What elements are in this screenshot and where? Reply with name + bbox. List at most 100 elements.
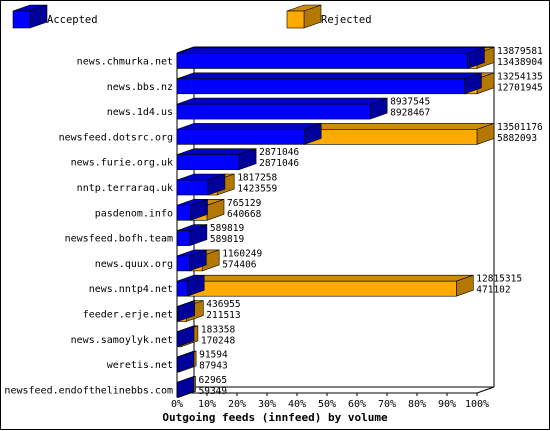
bar-news-samoylyk-net bbox=[176, 325, 199, 348]
value-accepted-news-samoylyk-net: 170248 bbox=[201, 335, 236, 346]
category-label-news-1d4-us: news.1d4.us bbox=[107, 107, 173, 118]
bar-news-1d4-us-accepted-top bbox=[176, 97, 388, 105]
x-ticks: 0% 10% 20% 30% 40% 50% 60% 70% 80% 90% 100% bbox=[171, 393, 489, 410]
bar-news-nntp4-net-rejected-front bbox=[186, 280, 457, 297]
y-axis-top-depth bbox=[176, 46, 195, 54]
category-labels: news.chmurka.net news.bbs.nz news.1d4.us ne… bbox=[4, 57, 173, 397]
bar-news-samoylyk-net-accepted bbox=[176, 325, 195, 348]
bar-news-quux-org-accepted bbox=[176, 249, 207, 272]
value-offered-nntp-terraraq-uk: 1817258 bbox=[237, 173, 277, 184]
bar-newsfeed-dotsrc-org bbox=[176, 122, 495, 145]
legend-swatch-accepted-front bbox=[12, 10, 31, 29]
value-labels: 1387958113438904132541351270194589375458… bbox=[199, 46, 544, 397]
bar-news-chmurka-net-accepted-front bbox=[176, 53, 468, 69]
value-offered-news-furie-org-uk: 2871046 bbox=[259, 147, 299, 158]
value-offered-newsfeed-bofh-team: 589819 bbox=[210, 223, 245, 234]
bar-news-bbs-nz bbox=[176, 72, 495, 95]
bar-news-quux-org-accepted-front bbox=[176, 255, 190, 272]
category-label-newsfeed-dotsrc-org: newsfeed.dotsrc.org bbox=[59, 132, 173, 143]
bar-news-quux-org bbox=[176, 249, 220, 272]
bar-weretis-net-accepted-side bbox=[176, 350, 195, 373]
bar-news-chmurka-net bbox=[176, 47, 495, 69]
x-tick-label-5: 50% bbox=[318, 399, 336, 410]
category-label-news-chmurka-net: news.chmurka.net bbox=[77, 57, 173, 68]
x-tick-label-1: 10% bbox=[198, 399, 216, 410]
value-accepted-news-chmurka-net: 13438904 bbox=[497, 57, 543, 68]
bar-weretis-net-accepted bbox=[176, 350, 195, 373]
bar-news-nntp4-net-rejected-top bbox=[187, 274, 474, 282]
bar-pasdenom-info-accepted bbox=[176, 198, 208, 221]
x-tick-label-0: 0% bbox=[171, 399, 183, 410]
x-tick-label-3: 30% bbox=[258, 399, 276, 410]
value-offered-news-nntp4-net: 12815315 bbox=[476, 274, 522, 285]
x-tick-label-9: 90% bbox=[438, 399, 456, 410]
value-accepted-news-bbs-nz: 12701945 bbox=[497, 82, 543, 93]
value-accepted-weretis-net: 87943 bbox=[199, 361, 228, 372]
bar-newsfeed-endofthelinebbs-com-accepted-side bbox=[176, 375, 195, 398]
value-accepted-feeder-erje-net: 211513 bbox=[206, 310, 240, 321]
bar-news-bbs-nz-accepted-front bbox=[176, 78, 465, 95]
category-label-newsfeed-bofh-team: newsfeed.bofh.team bbox=[65, 234, 173, 245]
bar-news-1d4-us bbox=[176, 97, 388, 120]
category-label-feeder-erje-net: feeder.erje.net bbox=[83, 310, 173, 321]
legend-swatch-rejected-front bbox=[286, 10, 305, 29]
x-tick-label-4: 40% bbox=[288, 399, 306, 410]
value-accepted-news-1d4-us: 8928467 bbox=[390, 108, 430, 119]
value-accepted-news-quux-org: 574406 bbox=[222, 259, 257, 270]
value-offered-news-chmurka-net: 13879581 bbox=[497, 46, 543, 57]
category-label-news-nntp4-net: news.nntp4.net bbox=[89, 284, 173, 295]
bar-news-chmurka-net-accepted bbox=[176, 47, 485, 69]
bar-pasdenom-info bbox=[176, 198, 225, 221]
bar-feeder-erje-net-accepted-front bbox=[176, 306, 178, 322]
value-offered-feeder-erje-net: 436955 bbox=[206, 299, 240, 310]
bar-news-nntp4-net-rejected bbox=[186, 274, 474, 297]
x-tick-label-8: 80% bbox=[408, 399, 426, 410]
bar-newsfeed-endofthelinebbs-com-accepted bbox=[176, 375, 195, 398]
category-label-news-furie-org-uk: news.furie.org.uk bbox=[71, 158, 173, 169]
value-accepted-news-furie-org-uk: 2871046 bbox=[259, 158, 299, 169]
value-offered-newsfeed-endofthelinebbs-com: 62965 bbox=[199, 375, 228, 386]
bar-nntp-terraraq-uk bbox=[176, 173, 235, 196]
bar-newsfeed-dotsrc-org-rejected-top bbox=[304, 123, 495, 130]
legend-label-rejected: Rejected bbox=[321, 14, 372, 26]
bar-news-nntp4-net-accepted bbox=[176, 274, 205, 297]
bar-nntp-terraraq-uk-accepted bbox=[176, 173, 226, 196]
bar-news-chmurka-net-accepted-top bbox=[176, 47, 485, 54]
value-offered-news-bbs-nz: 13254135 bbox=[497, 71, 543, 82]
bar-news-bbs-nz-accepted bbox=[176, 72, 482, 95]
category-label-news-quux-org: news.quux.org bbox=[95, 259, 173, 270]
legend-label-accepted: Accepted bbox=[47, 14, 98, 26]
bar-news-samoylyk-net-accepted-side bbox=[176, 325, 195, 348]
category-label-weretis-net: weretis.net bbox=[107, 360, 173, 371]
x-tick-label-6: 60% bbox=[348, 399, 366, 410]
x-tick-label-7: 70% bbox=[378, 399, 396, 410]
category-label-news-bbs-nz: news.bbs.nz bbox=[107, 82, 173, 93]
value-offered-news-quux-org: 1160249 bbox=[222, 248, 262, 259]
x-tick-label-2: 20% bbox=[228, 399, 246, 410]
value-accepted-news-nntp4-net: 471102 bbox=[476, 285, 510, 296]
legend-swatch-rejected bbox=[286, 4, 322, 29]
bar-newsfeed-dotsrc-org-rejected bbox=[303, 122, 495, 145]
category-label-news-samoylyk-net: news.samoylyk.net bbox=[71, 335, 173, 346]
bar-news-furie-org-uk-accepted-front bbox=[176, 154, 240, 170]
bar-news-1d4-us-accepted bbox=[176, 97, 388, 120]
legend: Accepted Rejected bbox=[12, 4, 372, 29]
value-offered-weretis-net: 91594 bbox=[199, 350, 228, 361]
value-accepted-newsfeed-endofthelinebbs-com: 59349 bbox=[199, 386, 228, 397]
bar-news-nntp4-net bbox=[176, 274, 474, 297]
value-accepted-nntp-terraraq-uk: 1423559 bbox=[237, 184, 277, 195]
value-accepted-pasdenom-info: 640668 bbox=[227, 209, 262, 220]
bar-news-1d4-us-accepted-front bbox=[176, 103, 371, 120]
bars bbox=[176, 47, 495, 398]
value-offered-news-1d4-us: 8937545 bbox=[390, 97, 430, 108]
bar-nntp-terraraq-uk-accepted-front bbox=[176, 179, 209, 196]
bar-news-furie-org-uk bbox=[176, 148, 257, 171]
chart-title: Outgoing feeds (innfeed) by volume bbox=[162, 411, 388, 424]
bar-newsfeed-dotsrc-org-accepted bbox=[176, 122, 322, 145]
bar-weretis-net bbox=[176, 350, 197, 373]
bar-news-nntp4-net-accepted-front bbox=[176, 280, 188, 297]
bar-newsfeed-bofh-team-accepted bbox=[176, 224, 208, 247]
value-offered-pasdenom-info: 765129 bbox=[227, 198, 262, 209]
